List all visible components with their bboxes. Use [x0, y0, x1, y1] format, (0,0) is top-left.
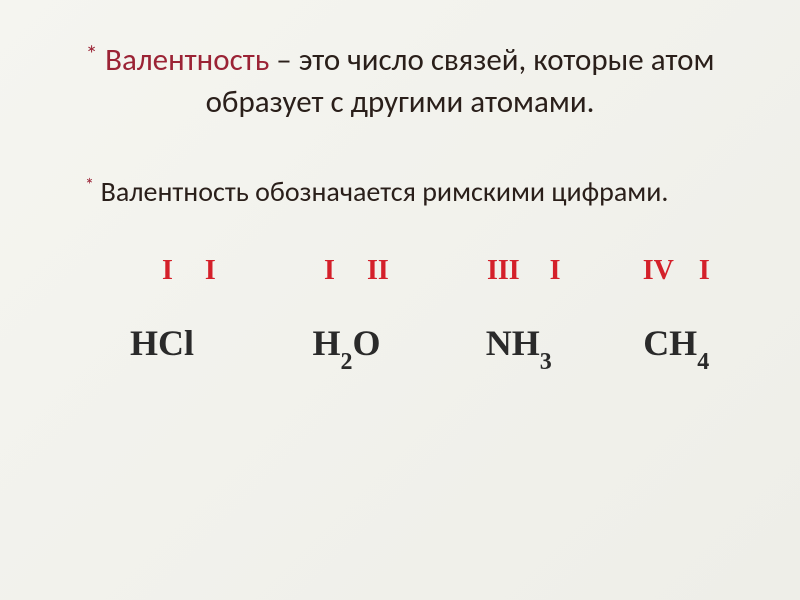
formula-subscript: 2	[341, 349, 353, 375]
roman-group-2: I II	[258, 255, 435, 287]
formula-nh3: NH3	[435, 322, 602, 370]
roman-numerals-row: I I I II III I IV I	[50, 255, 750, 287]
roman-numeral: I	[162, 255, 173, 287]
formula-main: H	[312, 323, 340, 363]
formula-ch4: CH4	[602, 322, 750, 370]
title-text: Валентность – это число связей, которые …	[105, 41, 714, 121]
title-block: * Валентность – это число связей, которы…	[50, 40, 750, 124]
title-rest: – это число связей, которые атом образуе…	[206, 41, 715, 121]
roman-numeral: III	[487, 255, 520, 287]
roman-numeral: I	[699, 255, 710, 287]
formula-main: CH	[643, 323, 697, 363]
formula-tail: O	[353, 323, 381, 363]
formula-subscript: 3	[540, 349, 552, 375]
formulas-row: HCl H2O NH3 CH4	[50, 322, 750, 370]
roman-numeral: I	[550, 255, 561, 287]
roman-numeral: I	[205, 255, 216, 287]
roman-group-1: I I	[120, 255, 258, 287]
subtitle-text: Валентность обозначается римскими цифрам…	[101, 174, 669, 209]
formula-text: NH3	[486, 322, 552, 370]
formula-hcl: HCl	[120, 322, 258, 370]
formula-main: NH	[486, 323, 540, 363]
formula-text: H2O	[312, 322, 380, 370]
roman-numeral: II	[367, 255, 389, 287]
title-highlight-word: Валентность	[105, 41, 269, 79]
subtitle-block: * Валентность обозначается римскими цифр…	[50, 174, 750, 210]
title-asterisk: *	[86, 40, 98, 69]
roman-numeral: IV	[643, 255, 674, 287]
roman-group-3: III I	[435, 255, 602, 287]
formula-text: CH4	[643, 322, 709, 370]
formula-text: HCl	[130, 322, 194, 364]
subtitle-asterisk: *	[85, 174, 94, 196]
roman-numeral: I	[324, 255, 335, 287]
formula-h2o: H2O	[258, 322, 435, 370]
roman-group-4: IV I	[602, 255, 750, 287]
formula-subscript: 4	[697, 349, 709, 375]
